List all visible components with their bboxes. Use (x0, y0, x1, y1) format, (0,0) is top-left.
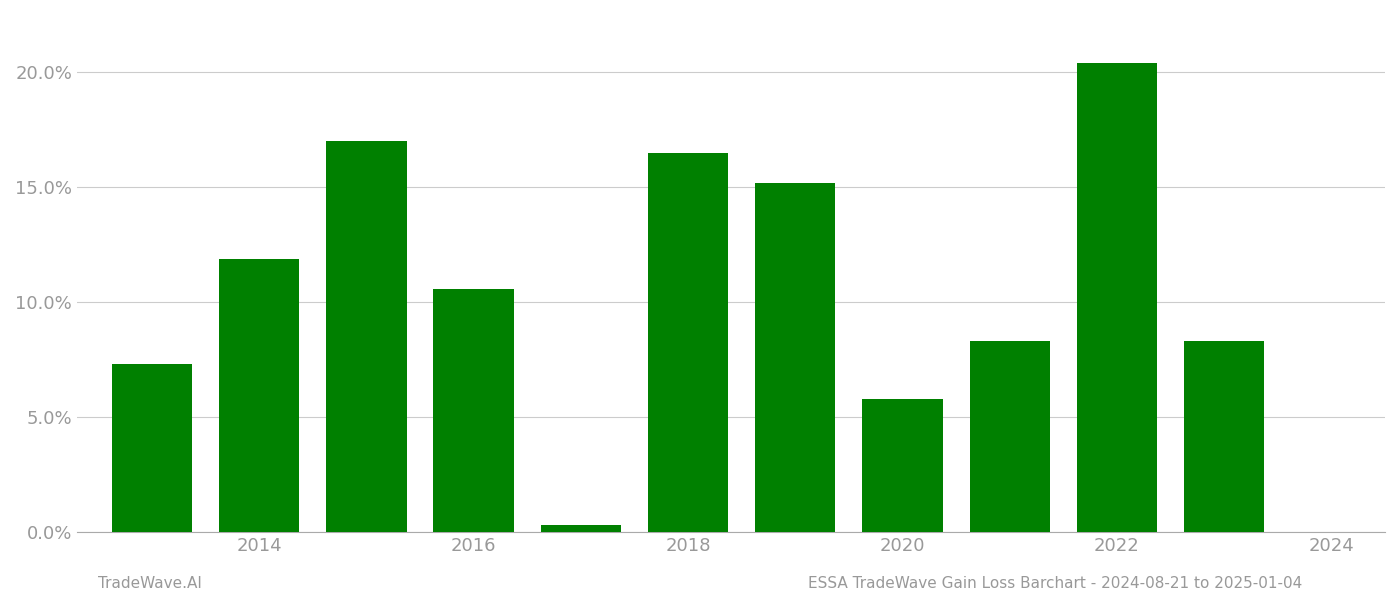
Bar (218, 259, 300, 532)
Bar (1077, 63, 1158, 532)
Bar (434, 289, 514, 532)
Bar (862, 399, 942, 532)
Bar (1184, 341, 1264, 532)
Bar (540, 525, 622, 532)
Bar (755, 183, 836, 532)
Bar (112, 364, 192, 532)
Bar (970, 341, 1050, 532)
Bar (326, 142, 406, 532)
Text: ESSA TradeWave Gain Loss Barchart - 2024-08-21 to 2025-01-04: ESSA TradeWave Gain Loss Barchart - 2024… (808, 576, 1302, 591)
Text: TradeWave.AI: TradeWave.AI (98, 576, 202, 591)
Bar (648, 153, 728, 532)
